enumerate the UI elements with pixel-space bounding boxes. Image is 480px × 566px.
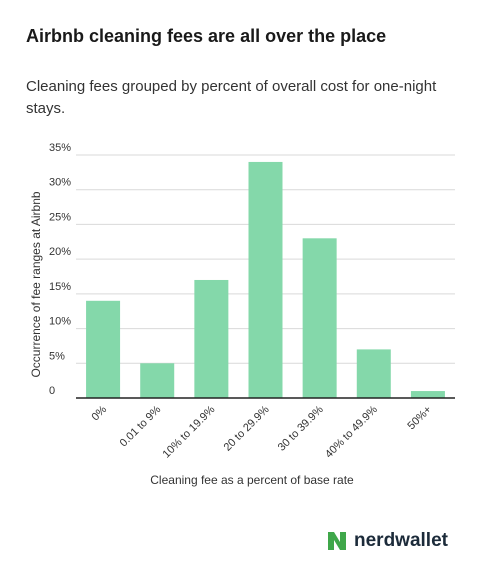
- bar-6: [410, 391, 445, 398]
- y-tick-label: 35%: [49, 142, 71, 154]
- y-tick-label: 30%: [49, 177, 71, 189]
- bar-4: [302, 238, 337, 398]
- y-tick-label: 0: [49, 385, 55, 397]
- bar-0: [86, 300, 121, 398]
- bar-1: [140, 363, 175, 398]
- bar-2: [194, 279, 229, 398]
- x-axis-label: Cleaning fee as a percent of base rate: [150, 473, 354, 487]
- y-tick-label: 25%: [49, 211, 71, 223]
- y-tick-label: 5%: [49, 350, 65, 362]
- y-tick-label: 10%: [49, 316, 71, 328]
- bars: [86, 161, 445, 398]
- y-tick-label: 20%: [49, 246, 71, 258]
- bar-chart: 0 5% 10% 15% 20% 25% 30% 35% 0% 0.01 to 9%10% to…: [29, 142, 455, 487]
- y-axis-ticks: 0 5% 10% 15% 20% 25% 30% 35%: [49, 142, 71, 397]
- chart-title: Airbnb cleaning fees are all over the pl…: [26, 26, 387, 46]
- x-tick-label: 40% to 49.9%: [323, 403, 380, 460]
- chart-subtitle: Cleaning fees grouped by percent of over…: [26, 78, 437, 117]
- bar-5: [356, 349, 391, 398]
- y-axis-label: Occurrence of fee ranges at Airbnb: [29, 191, 43, 377]
- x-tick-label: 0%: [89, 403, 109, 423]
- x-tick-label: 0.01 to 9%: [118, 403, 164, 449]
- x-tick-label: 20 to 29.9%: [222, 403, 272, 453]
- x-tick-label: 30 to 39.9%: [276, 403, 326, 453]
- y-tick-label: 15%: [49, 281, 71, 293]
- x-tick-label: 10% to 19.9%: [161, 403, 218, 460]
- brand-name: nerdwallet: [354, 530, 448, 551]
- nerdwallet-logo: nerdwallet: [326, 530, 448, 552]
- x-axis-ticks: 0% 0.01 to 9%10% to 19.9% 20 to 29.9% 30 to…: [89, 403, 434, 460]
- bar-3: [248, 161, 283, 398]
- x-tick-label: 50%+: [405, 404, 434, 433]
- nerdwallet-logo-icon: [328, 532, 346, 550]
